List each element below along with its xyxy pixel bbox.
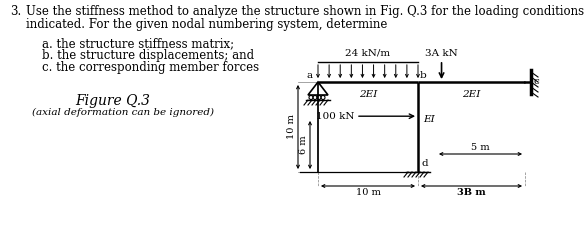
Text: 3B m: 3B m	[457, 188, 486, 197]
Text: d: d	[421, 159, 427, 168]
Text: 5 m: 5 m	[471, 143, 490, 152]
Text: 2EI: 2EI	[463, 90, 481, 99]
Text: 10 m: 10 m	[356, 188, 380, 197]
Text: c. the corresponding member forces: c. the corresponding member forces	[42, 61, 259, 74]
Text: Use the stiffness method to analyze the structure shown in Fig. Q.3 for the load: Use the stiffness method to analyze the …	[26, 5, 584, 18]
Text: 3.: 3.	[10, 5, 21, 18]
Text: 3A kN: 3A kN	[425, 49, 458, 58]
Text: a: a	[307, 71, 313, 80]
Text: 2EI: 2EI	[359, 90, 377, 99]
Text: a. the structure stiffness matrix;: a. the structure stiffness matrix;	[42, 37, 234, 50]
Text: 6 m: 6 m	[299, 136, 308, 154]
Text: 24 kN/m: 24 kN/m	[345, 48, 390, 57]
Text: indicated. For the given nodal numbering system, determine: indicated. For the given nodal numbering…	[26, 18, 387, 31]
Text: 10 m: 10 m	[287, 114, 296, 139]
Text: 100 kN: 100 kN	[315, 112, 354, 121]
Text: EI: EI	[423, 114, 435, 123]
Text: (axial deformation can be ignored): (axial deformation can be ignored)	[32, 108, 214, 117]
Text: c: c	[533, 77, 539, 86]
Text: b. the structure displacements; and: b. the structure displacements; and	[42, 49, 254, 62]
Text: Figure Q.3: Figure Q.3	[75, 94, 150, 108]
Text: b: b	[420, 71, 427, 80]
